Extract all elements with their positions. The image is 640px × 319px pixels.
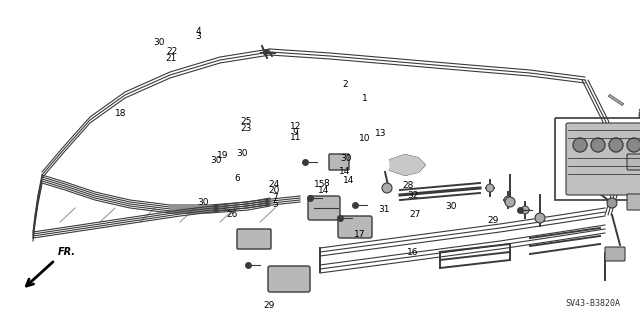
Text: 12: 12 <box>290 122 301 131</box>
Circle shape <box>639 109 640 121</box>
FancyBboxPatch shape <box>338 216 372 238</box>
FancyBboxPatch shape <box>329 154 349 170</box>
Circle shape <box>609 138 623 152</box>
Text: 5: 5 <box>273 200 278 209</box>
Text: 30: 30 <box>211 156 222 165</box>
Circle shape <box>382 183 392 193</box>
Circle shape <box>486 184 494 192</box>
Text: 16: 16 <box>407 248 419 256</box>
Text: 7: 7 <box>273 193 278 202</box>
FancyBboxPatch shape <box>268 266 310 292</box>
FancyBboxPatch shape <box>237 229 271 249</box>
Text: 19: 19 <box>217 151 228 160</box>
Text: 30: 30 <box>236 149 248 158</box>
Text: 31: 31 <box>378 205 390 214</box>
FancyBboxPatch shape <box>605 247 625 261</box>
Text: SV43-B3820A: SV43-B3820A <box>565 299 620 308</box>
Circle shape <box>627 138 640 152</box>
Text: FR.: FR. <box>58 247 76 257</box>
Text: 2: 2 <box>343 80 348 89</box>
Text: 22: 22 <box>166 47 177 56</box>
Text: 8: 8 <box>324 179 329 188</box>
Text: 18: 18 <box>115 109 126 118</box>
FancyBboxPatch shape <box>566 123 640 195</box>
Text: 24: 24 <box>268 180 280 189</box>
Text: 1: 1 <box>362 94 367 103</box>
Circle shape <box>535 213 545 223</box>
Text: 14: 14 <box>343 176 355 185</box>
Text: 25: 25 <box>241 117 252 126</box>
Text: 3: 3 <box>196 32 201 41</box>
Text: 14: 14 <box>339 167 350 176</box>
Text: 30: 30 <box>340 154 351 163</box>
Circle shape <box>607 198 617 208</box>
Text: 20: 20 <box>268 186 280 195</box>
Circle shape <box>505 197 515 207</box>
Text: 30: 30 <box>153 38 164 47</box>
FancyBboxPatch shape <box>627 194 640 210</box>
Text: 28: 28 <box>403 181 414 190</box>
Circle shape <box>521 206 529 214</box>
Text: 11: 11 <box>290 133 301 142</box>
Text: 29: 29 <box>487 216 499 225</box>
Text: 30: 30 <box>198 198 209 207</box>
Text: 13: 13 <box>375 129 387 138</box>
Text: 6: 6 <box>234 174 239 183</box>
Text: 4: 4 <box>196 27 201 36</box>
Polygon shape <box>390 155 425 175</box>
Circle shape <box>573 138 587 152</box>
Text: 10: 10 <box>359 134 371 143</box>
Circle shape <box>504 196 512 204</box>
Text: 29: 29 <box>263 301 275 310</box>
Text: 21: 21 <box>166 54 177 63</box>
Text: 9: 9 <box>293 128 298 137</box>
Text: 15: 15 <box>314 180 326 189</box>
Text: 14: 14 <box>317 186 329 195</box>
Text: 30: 30 <box>445 202 457 211</box>
Text: 23: 23 <box>241 124 252 133</box>
Text: 27: 27 <box>409 210 420 219</box>
Circle shape <box>536 214 544 222</box>
Text: 17: 17 <box>354 230 365 239</box>
Text: 26: 26 <box>226 210 237 219</box>
Circle shape <box>591 138 605 152</box>
Text: 32: 32 <box>407 191 419 200</box>
FancyBboxPatch shape <box>308 196 340 220</box>
FancyBboxPatch shape <box>627 154 640 170</box>
